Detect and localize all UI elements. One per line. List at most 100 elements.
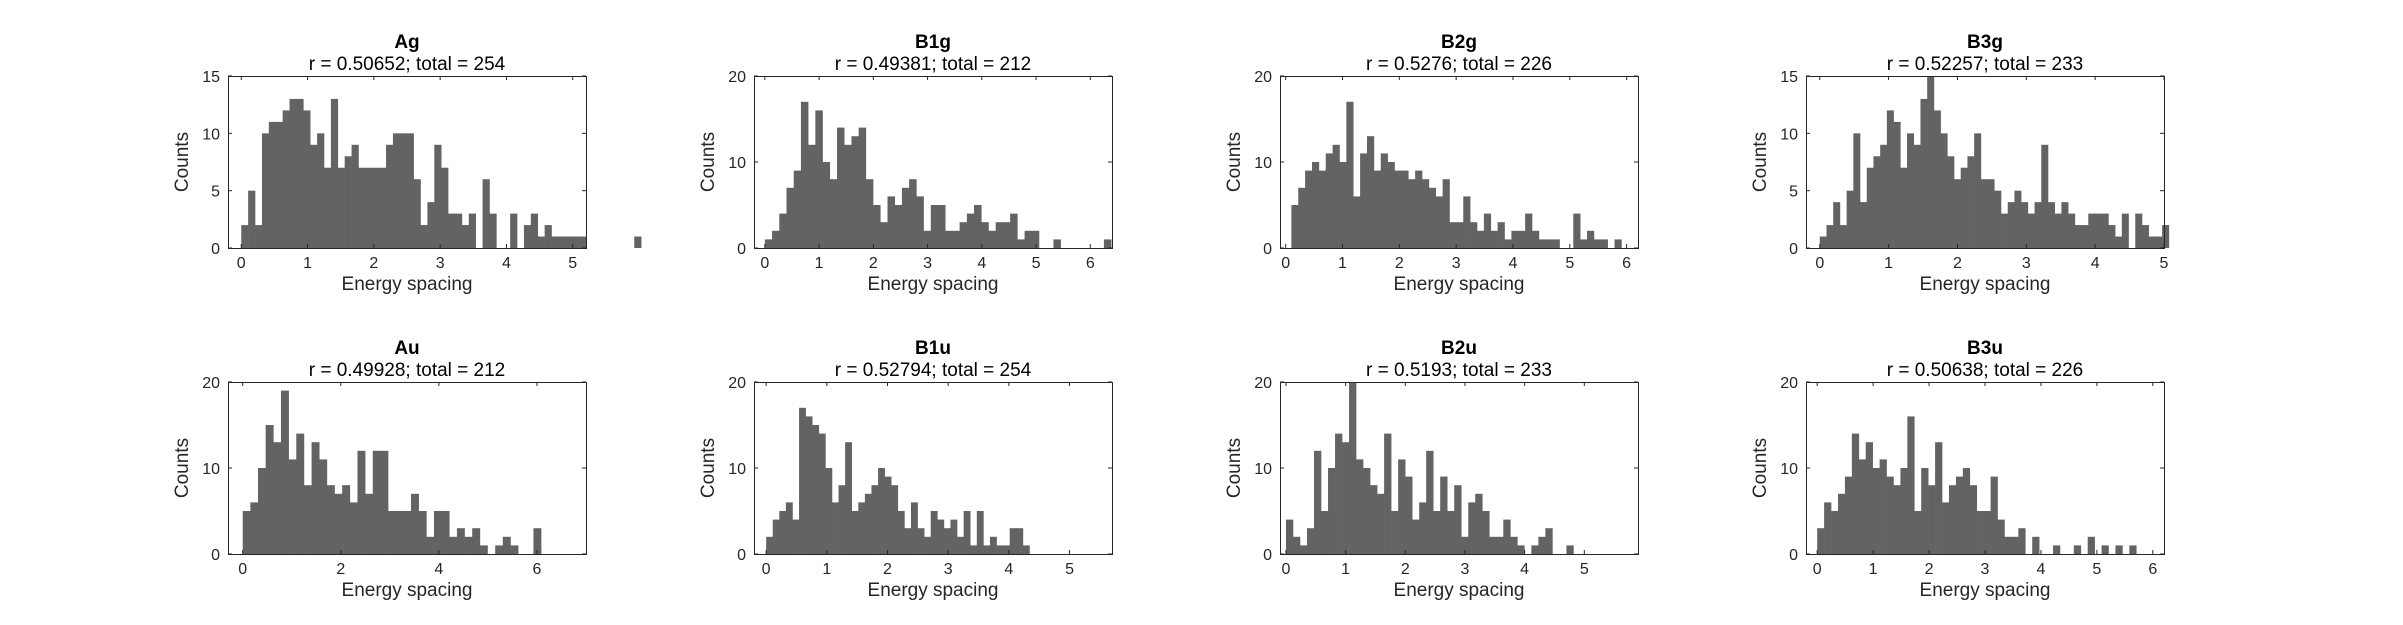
histogram-bar	[884, 476, 892, 554]
histogram-bar	[242, 511, 251, 554]
histogram-bar	[2068, 213, 2076, 248]
histogram-bar	[2087, 536, 2095, 554]
x-tick-label: 4	[977, 255, 986, 272]
histogram-bar	[1947, 156, 1955, 248]
x-tick-label: 3	[1461, 561, 1470, 578]
panel-subtitle: r = 0.52257; total = 233	[1887, 54, 2084, 75]
histogram-bar	[981, 222, 989, 248]
histogram-bar	[1948, 485, 1957, 554]
histogram-bar	[1489, 536, 1497, 554]
histogram-bar	[1880, 144, 1888, 248]
histogram-bar	[418, 511, 427, 554]
histogram-bar	[468, 213, 476, 248]
panel-title: B3g	[1967, 32, 2003, 53]
histogram-bar	[1853, 133, 1861, 248]
histogram-bar	[334, 493, 343, 554]
y-tick-label: 0	[1789, 547, 1798, 564]
histogram-bar	[273, 442, 282, 554]
y-axis-label: Counts	[1224, 438, 1245, 498]
histogram-bar	[1426, 450, 1434, 554]
histogram-bar	[916, 196, 924, 248]
histogram-bar	[265, 425, 274, 554]
x-tick-label: 2	[1953, 255, 1962, 272]
histogram-bar	[1353, 196, 1361, 248]
histogram-bar	[1967, 156, 1975, 248]
histogram-bar	[448, 213, 456, 248]
histogram-bar	[779, 511, 787, 554]
panel-subtitle: r = 0.49381; total = 212	[835, 54, 1032, 75]
histogram-bar	[1363, 468, 1371, 554]
histogram-bar	[1356, 459, 1364, 554]
histogram-bar	[836, 127, 845, 248]
histogram-bar	[530, 213, 539, 248]
histogram-bar	[910, 502, 918, 554]
histogram-bar	[461, 225, 470, 248]
histogram-bar	[365, 493, 374, 554]
histogram-bar	[317, 133, 325, 248]
histogram-bar	[1954, 179, 1962, 248]
histogram-bar	[1955, 476, 1964, 554]
histogram-bar	[1468, 502, 1476, 554]
histogram-bar	[1974, 133, 1982, 248]
histogram-bar	[917, 528, 925, 554]
x-tick-label: 3	[2022, 255, 2031, 272]
x-tick-label: 0	[1282, 561, 1291, 578]
y-tick-label: 0	[737, 241, 746, 258]
histogram-bar	[1538, 239, 1547, 248]
x-tick-label: 3	[1981, 561, 1990, 578]
x-tick-label: 6	[533, 561, 542, 578]
x-tick-label: 2	[336, 561, 345, 578]
histogram-bar	[2141, 225, 2149, 248]
histogram-bar	[502, 536, 511, 554]
histogram-bar	[1461, 536, 1469, 554]
histogram-bar	[344, 156, 352, 248]
histogram-bar	[800, 101, 809, 248]
histogram-bar	[1907, 133, 1915, 248]
x-tick-label: 0	[760, 255, 769, 272]
histogram-bar	[380, 450, 389, 554]
bars	[241, 98, 642, 249]
x-tick-label: 5	[1065, 561, 1074, 578]
x-tick-label: 4	[2036, 561, 2045, 578]
histogram-bar	[441, 511, 450, 554]
histogram-bar	[427, 202, 435, 248]
histogram-bar	[1016, 528, 1024, 554]
histogram-bar	[261, 133, 270, 248]
histogram-bar	[792, 519, 800, 554]
histogram-bar	[337, 167, 345, 248]
histogram-bar	[887, 196, 895, 248]
histogram-bar	[420, 225, 428, 248]
histogram-bar	[1384, 433, 1392, 554]
bars	[1819, 76, 2170, 249]
histogram-bar	[764, 239, 773, 248]
histogram-bar	[1470, 222, 1478, 248]
x-tick-label: 3	[1452, 255, 1461, 272]
histogram-bar	[829, 179, 838, 248]
histogram-bar	[825, 468, 833, 554]
histogram-bar	[1394, 170, 1402, 248]
histogram-bar	[1318, 170, 1327, 248]
histogram-bar	[1305, 170, 1313, 248]
y-tick-label: 20	[202, 375, 220, 392]
histogram-bar	[1838, 493, 1846, 554]
histogram-bar	[772, 519, 780, 554]
histogram-bar	[464, 536, 473, 554]
histogram-bar	[379, 167, 387, 248]
histogram-bar	[1552, 239, 1560, 248]
histogram-bar	[976, 511, 984, 554]
histogram-bar	[2034, 202, 2042, 248]
histogram-bar	[1022, 545, 1030, 554]
histogram-bar	[2014, 190, 2022, 248]
histogram-bar	[349, 502, 358, 554]
histogram-bar	[372, 167, 380, 248]
x-axis-label: Energy spacing	[342, 274, 473, 295]
y-tick-label: 10	[202, 461, 220, 478]
bars	[766, 407, 1030, 554]
histogram-bar	[2001, 213, 2009, 248]
histogram-bar	[342, 485, 351, 554]
panel-subtitle: r = 0.50638; total = 226	[1887, 360, 2084, 381]
histogram-bar	[894, 205, 903, 248]
histogram-bar	[2021, 202, 2029, 248]
histogram-bar	[258, 468, 266, 554]
